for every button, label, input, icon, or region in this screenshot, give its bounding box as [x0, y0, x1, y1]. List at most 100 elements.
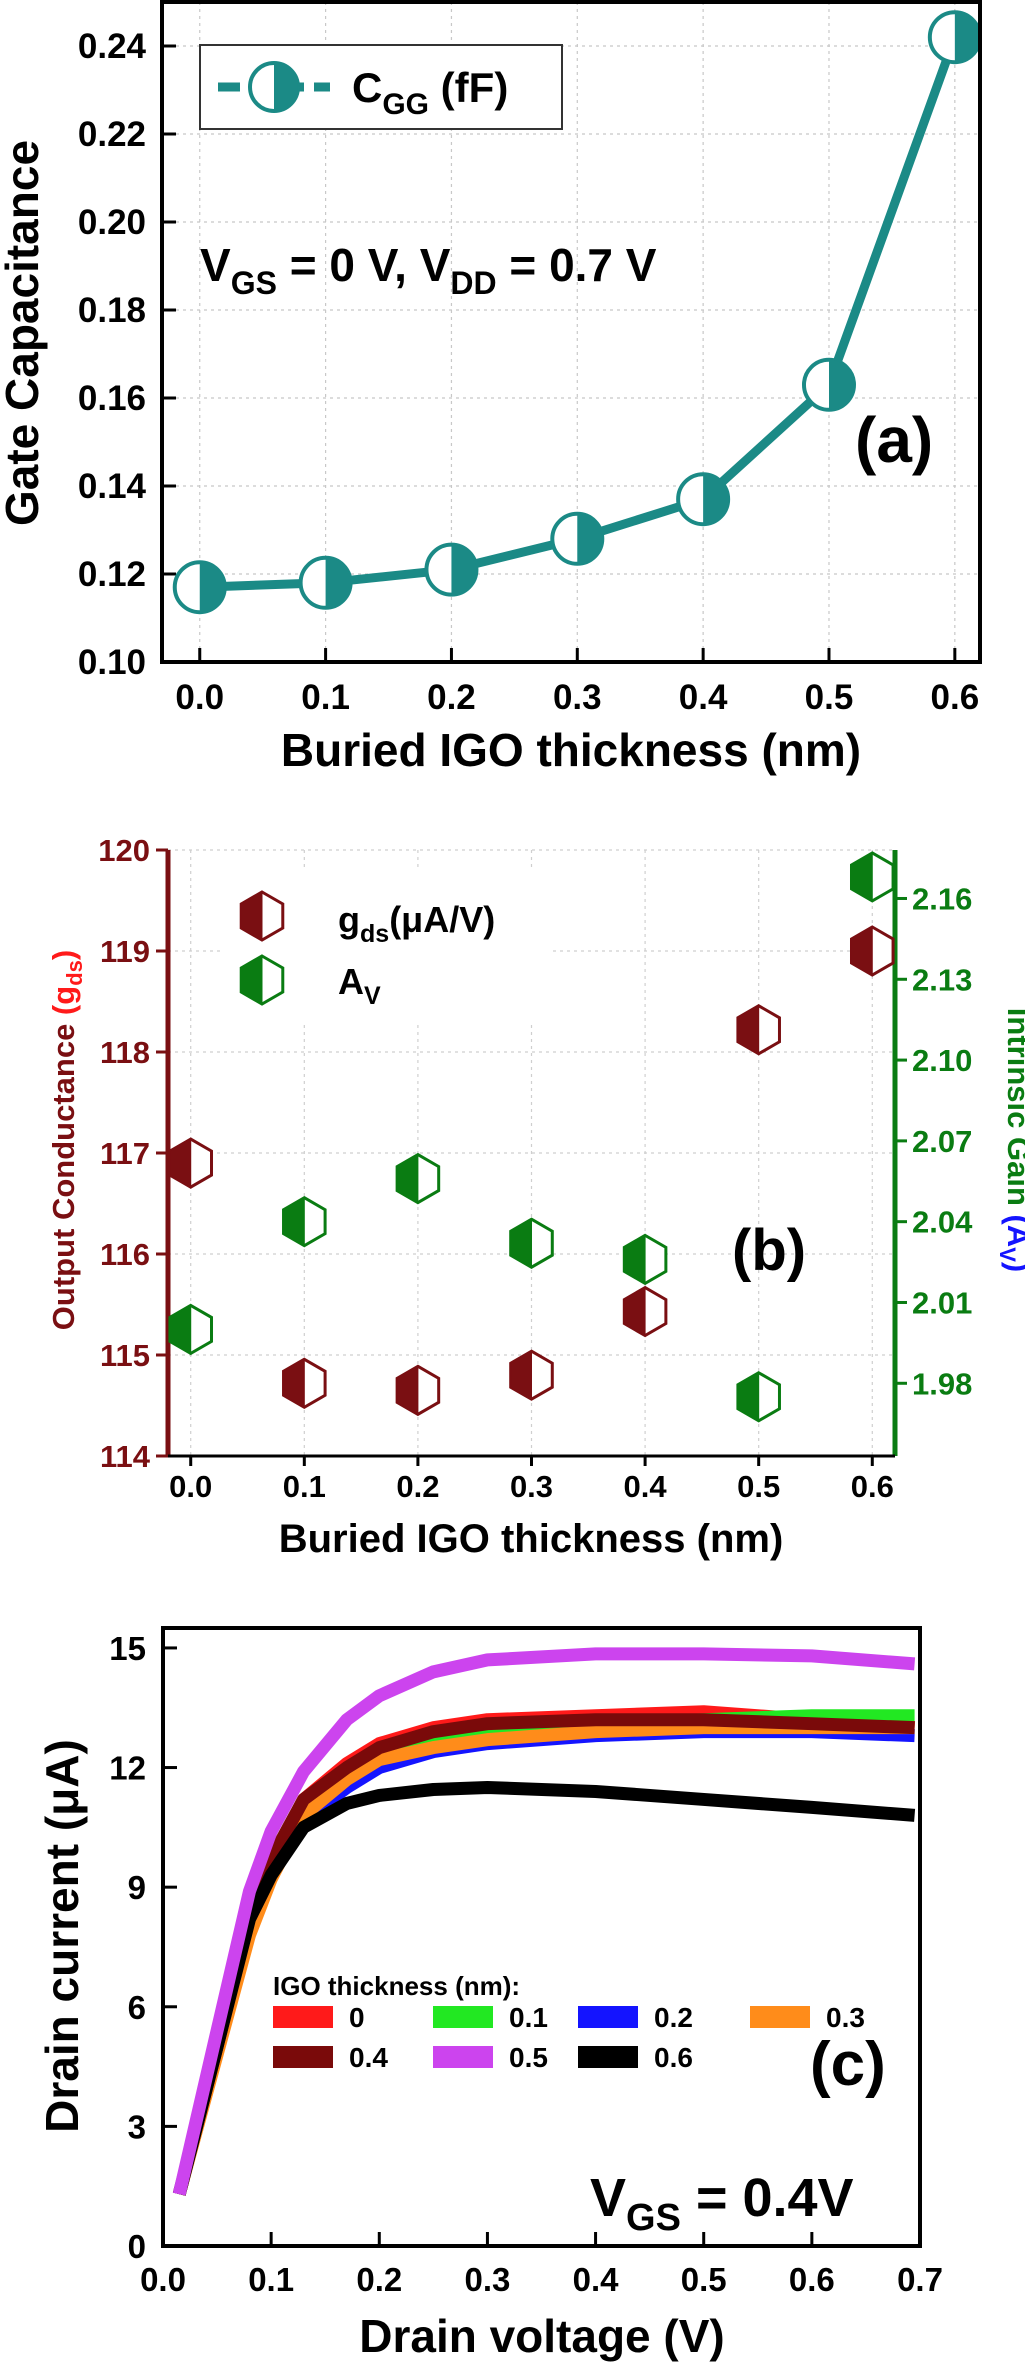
- panel-b-left-tick-label: 118: [100, 1035, 150, 1070]
- panel-b-gds-point-fill: [396, 1365, 419, 1416]
- panel-c-y-tick-label: 15: [109, 1630, 146, 1667]
- panel-b-gds-point: [509, 1349, 554, 1401]
- panel-b-legend-gds-marker-fill: [240, 891, 263, 941]
- panel-b-left-tick-label: 115: [100, 1338, 150, 1373]
- panel-b-legend: gds(μA/V) AV: [220, 870, 550, 1025]
- panel-a-gate-capacitance-chart: 0.0 0.1 0.2 0.3 0.4 0.5 0.6 0.10 0.12 0.14 0.16 0.1…: [0, 0, 982, 776]
- panel-c-legend-swatch-0.1: [433, 2006, 493, 2028]
- panel-c-legend: IGO thickness (nm): 0 0.1 0.2 0.3 0.4 0.5 0.6: [273, 1971, 865, 2073]
- panel-b-av-point: [168, 1303, 214, 1356]
- panel-b-av-point-fill: [396, 1153, 419, 1204]
- panel-a-cgg-point-fill: [954, 12, 980, 63]
- panel-c-x-tick-label: 0.0: [140, 2261, 186, 2298]
- panel-b-gds-point-fill: [510, 1350, 532, 1401]
- panel-b-right-tick-label: 1.98: [912, 1366, 972, 1401]
- panel-b-av-point-fill: [850, 852, 873, 902]
- panel-a-plot-frame: [160, 0, 982, 664]
- panel-b-x-tick-label: 0.1: [283, 1469, 326, 1504]
- panel-b-av-point-fill: [169, 1304, 192, 1355]
- panel-b-series: [168, 851, 895, 1423]
- panel-b-gds-point: [395, 1364, 441, 1417]
- panel-b-av-point: [395, 1152, 441, 1205]
- panel-b-av-point-fill: [737, 1371, 760, 1422]
- panel-b-av-point: [622, 1233, 668, 1286]
- panel-c-legend-swatch-0: [273, 2006, 333, 2028]
- panel-b-label: (b): [732, 1218, 806, 1283]
- panel-b-legend-label-gds: gds(μA/V): [338, 899, 495, 948]
- panel-c-legend-items: 0 0.1 0.2 0.3 0.4 0.5 0.6: [273, 2002, 865, 2073]
- panel-a-cgg-point: [676, 472, 731, 527]
- panel-c-y-tick-label: 0: [128, 2228, 146, 2265]
- panel-b-left-tick-label: 114: [100, 1439, 151, 1474]
- panel-b-right-tick-label: 2.16: [912, 881, 972, 916]
- panel-c-x-tick-label: 0.6: [789, 2261, 835, 2298]
- panel-a-cgg-point: [298, 555, 353, 610]
- panel-a-x-tick-label: 0.2: [427, 678, 476, 717]
- panel-b-gds-point-fill: [169, 1138, 192, 1188]
- panel-a-legend-point: [248, 61, 300, 113]
- panel-b-right-tick-label: 2.13: [912, 962, 972, 997]
- panel-b-conductance-gain-chart: 0.0 0.1 0.2 0.3 0.4 0.5 0.6 114 115 116 117 118 119 1…: [46, 833, 1025, 1561]
- panel-b-av-point-fill: [510, 1218, 532, 1269]
- panel-c-x-tick-label: 0.7: [897, 2261, 943, 2298]
- panel-b-right-axis-title: Intrinsic Gain (AV): [995, 1008, 1025, 1272]
- panel-c-ticks: 0.0 0.1 0.2 0.3 0.4 0.5 0.6 0.7 0 3 6 9 12 15: [109, 1630, 943, 2298]
- panel-c-y-tick-label: 12: [109, 1750, 146, 1787]
- panel-b-left-tick-label: 120: [98, 833, 150, 868]
- panel-a-cgg-point: [927, 10, 982, 65]
- panel-c-legend-label-0.5: 0.5: [509, 2042, 548, 2073]
- panel-a-x-tick-label: 0.0: [175, 678, 224, 717]
- panel-a-x-tick-label: 0.1: [301, 678, 350, 717]
- panel-b-av-point: [509, 1217, 554, 1269]
- panel-b-av-point: [849, 851, 895, 903]
- panel-c-legend-label-0.4: 0.4: [349, 2042, 388, 2073]
- panel-b-av-point: [282, 1195, 327, 1248]
- panel-b-av-point: [736, 1371, 781, 1423]
- panel-c-legend-swatch-0.2: [578, 2006, 638, 2028]
- panel-a-label: (a): [855, 404, 933, 476]
- panel-c-x-tick-label: 0.5: [681, 2261, 727, 2298]
- panel-b-right-tick-label: 2.10: [912, 1043, 972, 1078]
- panel-b-legend-av-marker: [239, 954, 285, 1006]
- panel-a-cgg-point-fill: [577, 513, 603, 564]
- panel-b-x-tick-label: 0.3: [510, 1469, 553, 1504]
- panel-a-cgg-point-fill: [199, 562, 225, 613]
- panel-b-left-tick-label: 117: [100, 1136, 150, 1171]
- panel-c-x-tick-label: 0.3: [464, 2261, 510, 2298]
- panel-a-legend-label: CGG (fF): [352, 64, 508, 121]
- panel-c-x-tick-label: 0.2: [356, 2261, 402, 2298]
- panel-c-x-tick-label: 0.4: [573, 2261, 620, 2298]
- panel-a-y-tick-label: 0.22: [78, 115, 146, 154]
- panel-c-y-axis-title: Drain current (μA): [36, 1739, 88, 2133]
- panel-a-cgg-point-fill: [451, 544, 477, 595]
- panel-b-right-tick-label: 2.07: [912, 1124, 972, 1159]
- panel-a-x-tick-label: 0.4: [679, 678, 728, 717]
- panel-b-legend-label-av: AV: [338, 961, 381, 1010]
- panel-a-cgg-point-fill: [828, 359, 854, 410]
- panel-b-x-tick-label: 0.4: [624, 1469, 668, 1504]
- panel-a-x-tick-label: 0.6: [931, 678, 980, 717]
- panel-c-legend-swatch-0.6: [578, 2046, 638, 2068]
- panel-b-left-tick-label: 119: [100, 934, 150, 969]
- panel-b-x-axis-title: Buried IGO thickness (nm): [279, 1517, 784, 1561]
- panel-c-y-tick-label: 9: [128, 1869, 146, 1906]
- panel-a-x-axis-title: Buried IGO thickness (nm): [281, 724, 861, 776]
- panel-c-x-tick-label: 0.1: [248, 2261, 294, 2298]
- panel-b-legend-gds-marker: [239, 890, 285, 942]
- panel-a-cgg-point: [172, 560, 227, 615]
- panel-a-legend: CGG (fF): [199, 44, 563, 130]
- panel-a-series: [172, 10, 982, 615]
- panel-c-plot-frame: [161, 1626, 922, 2248]
- panel-c-y-tick-label: 6: [128, 1989, 146, 2026]
- panel-b-x-tick-label: 0.2: [396, 1469, 439, 1504]
- panel-b-x-tick-label: 0.6: [851, 1469, 894, 1504]
- panel-b-gds-point-fill: [283, 1358, 305, 1409]
- panel-c-legend-swatch-0.5: [433, 2046, 493, 2068]
- panel-a-cgg-point: [801, 357, 856, 412]
- panel-a-cgg-point-fill: [703, 474, 729, 525]
- panel-b-gds-point-fill: [850, 926, 873, 976]
- panel-b-x-tick-label: 0.5: [737, 1469, 780, 1504]
- panel-b-right-tick-label: 2.04: [912, 1205, 973, 1240]
- panel-a-y-tick-label: 0.16: [78, 379, 146, 418]
